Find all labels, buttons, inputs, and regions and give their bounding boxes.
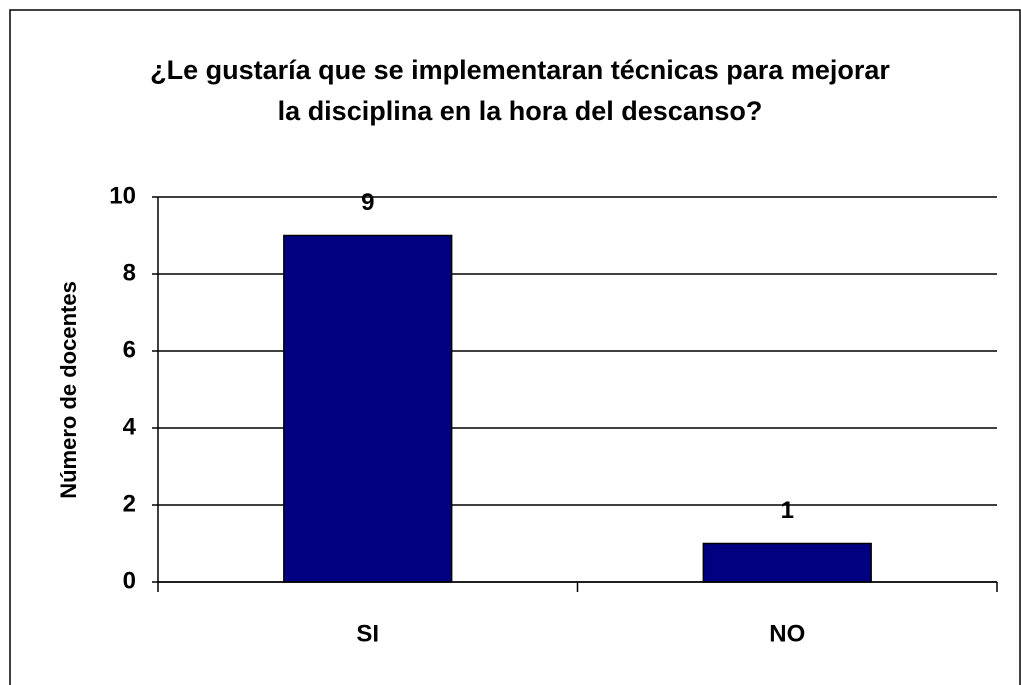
y-tick-label: 0 bbox=[123, 567, 136, 594]
value-label: 1 bbox=[781, 497, 794, 524]
x-tick-label: NO bbox=[769, 620, 805, 647]
y-axis-label: Número de docentes bbox=[56, 281, 81, 499]
y-tick-label: 4 bbox=[123, 413, 137, 440]
y-tick-label: 10 bbox=[109, 182, 136, 209]
bar bbox=[702, 542, 872, 583]
value-label: 9 bbox=[361, 189, 374, 216]
x-tick-label: SI bbox=[356, 620, 379, 647]
y-tick-label: 2 bbox=[123, 490, 136, 517]
y-tick-label: 6 bbox=[123, 336, 136, 363]
chart-title: ¿Le gustaría que se implementaran técnic… bbox=[150, 55, 890, 126]
y-tick-label: 8 bbox=[123, 259, 136, 286]
bar bbox=[283, 234, 453, 583]
